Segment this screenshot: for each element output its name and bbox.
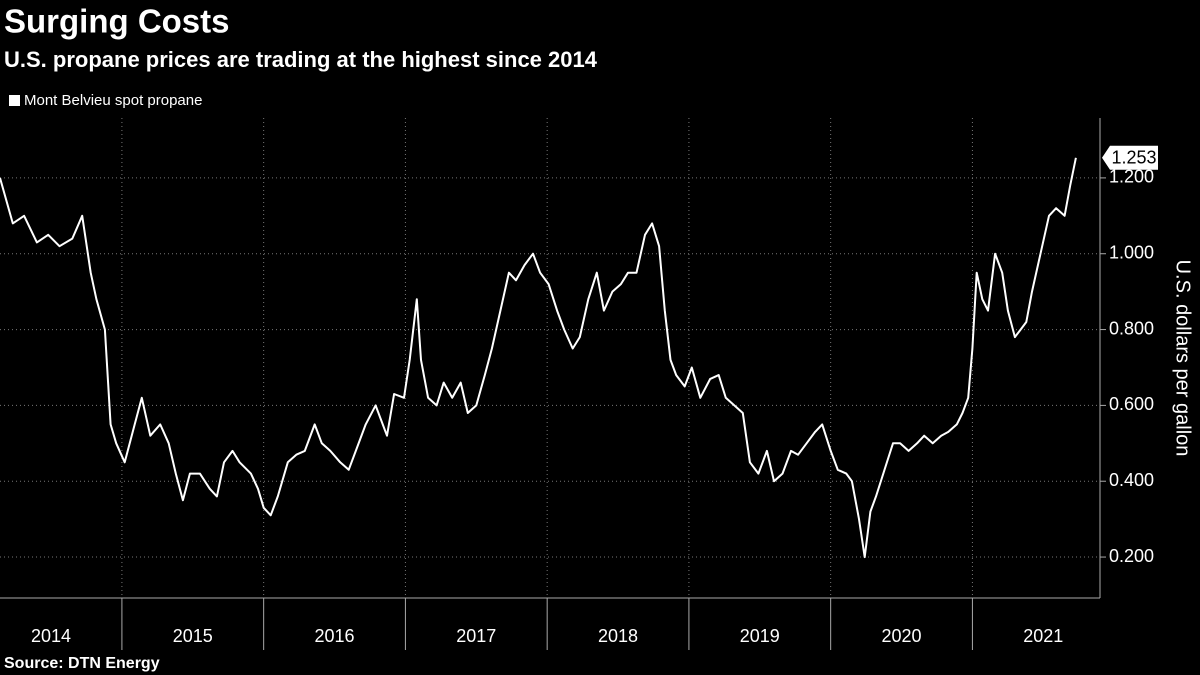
x-tick-label: 2015	[173, 626, 213, 646]
chart-title: Surging Costs	[4, 3, 230, 40]
y-tick-label: 0.400	[1109, 470, 1154, 490]
y-tick-label: 1.200	[1109, 167, 1154, 187]
y-tick-label: 0.600	[1109, 394, 1154, 414]
last-value-label: 1.253	[1111, 148, 1156, 168]
legend-label: Mont Belvieu spot propane	[24, 92, 202, 109]
chart-subtitle: U.S. propane prices are trading at the h…	[4, 47, 598, 72]
x-tick-label: 2016	[315, 626, 355, 646]
last-value-box	[1102, 145, 1158, 170]
legend-swatch	[9, 95, 20, 106]
y-tick-label: 0.200	[1109, 546, 1154, 566]
source: Source: DTN Energy	[4, 655, 160, 672]
x-tick-label: 2018	[598, 626, 638, 646]
x-tick-label: 2020	[882, 626, 922, 646]
y-tick-label: 1.000	[1109, 242, 1154, 262]
x-tick-label: 2017	[456, 626, 496, 646]
series-line	[0, 157, 1077, 559]
x-tick-label: 2021	[1023, 626, 1063, 646]
x-tick-label: 2019	[740, 626, 780, 646]
y-axis-title: U.S. dollars per gallon	[1172, 260, 1194, 457]
y-tick-label: 0.800	[1109, 318, 1154, 338]
x-tick-label: 2014	[31, 626, 71, 646]
